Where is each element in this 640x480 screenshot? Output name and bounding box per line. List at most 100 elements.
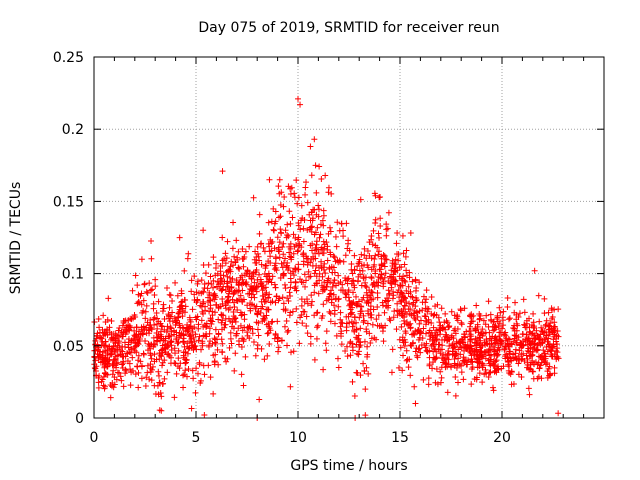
data-point (248, 271, 255, 278)
data-point (259, 303, 266, 310)
data-point (390, 271, 397, 278)
data-point (146, 343, 153, 350)
data-point (458, 344, 465, 351)
data-point (325, 296, 332, 303)
data-point (235, 338, 242, 345)
data-point (370, 306, 377, 313)
data-point (273, 267, 280, 274)
data-point (328, 263, 335, 270)
data-point (243, 270, 250, 277)
data-point (426, 362, 433, 369)
data-point (199, 338, 206, 345)
data-point (356, 258, 363, 265)
data-point (178, 299, 185, 306)
data-point (290, 231, 297, 238)
data-point (286, 249, 293, 256)
data-point (405, 283, 412, 290)
data-point (402, 330, 409, 337)
data-point (458, 369, 465, 376)
data-point (198, 277, 205, 284)
data-point (329, 269, 336, 276)
data-point (369, 241, 376, 248)
data-point (420, 376, 427, 383)
data-point (298, 202, 305, 209)
data-point (349, 347, 356, 354)
data-point (366, 330, 373, 337)
data-point (483, 338, 490, 345)
data-point (460, 354, 467, 361)
data-point (287, 191, 294, 198)
data-point (312, 162, 319, 169)
data-point (513, 339, 520, 346)
data-point (423, 318, 430, 325)
data-point (301, 308, 308, 315)
data-point (499, 314, 506, 321)
data-point (149, 286, 156, 293)
data-point (212, 264, 219, 271)
data-point (275, 183, 282, 190)
data-point (343, 291, 350, 298)
data-point (117, 373, 124, 380)
data-point (265, 278, 272, 285)
data-point (525, 345, 532, 352)
data-point (403, 267, 410, 274)
data-point (159, 359, 166, 366)
data-point (426, 327, 433, 334)
data-point (300, 238, 307, 245)
data-point (287, 292, 294, 299)
tick-labels: 0 5 10 15 20 0 0.05 0.1 0.15 0.2 0.25 (53, 50, 511, 446)
data-point (436, 341, 443, 348)
data-point (128, 369, 135, 376)
data-point (223, 358, 230, 365)
data-point (293, 177, 300, 184)
data-point (443, 332, 450, 339)
data-point (401, 320, 408, 327)
data-point (148, 237, 155, 244)
data-point (151, 351, 158, 358)
data-point (409, 340, 416, 347)
data-point (129, 287, 136, 294)
data-point (287, 245, 294, 252)
data-point (398, 289, 405, 296)
data-point (397, 283, 404, 290)
data-point (478, 330, 485, 337)
data-point (215, 303, 222, 310)
data-point (298, 312, 305, 319)
data-point (383, 221, 390, 228)
data-point (219, 348, 226, 355)
data-point (425, 381, 432, 388)
data-point (387, 317, 394, 324)
data-point (399, 292, 406, 299)
data-point (536, 318, 543, 325)
data-point (473, 302, 480, 309)
data-point (219, 295, 226, 302)
data-point (382, 270, 389, 277)
data-point (117, 351, 124, 358)
data-point (304, 330, 311, 337)
data-point (268, 319, 275, 326)
data-point (542, 361, 549, 368)
data-point (405, 290, 412, 297)
data-point (176, 320, 183, 327)
data-point (515, 334, 522, 341)
data-point (307, 224, 314, 231)
data-point (277, 201, 284, 208)
data-point (494, 351, 501, 358)
data-point (516, 310, 523, 317)
data-point (529, 348, 536, 355)
data-point (194, 297, 201, 304)
data-point (119, 333, 126, 340)
data-point (161, 316, 168, 323)
data-point (291, 194, 298, 201)
data-point (252, 248, 259, 255)
data-point (91, 364, 98, 371)
data-point (233, 287, 240, 294)
data-point (293, 305, 300, 312)
data-point (348, 261, 355, 268)
data-point (159, 323, 166, 330)
data-point (285, 183, 292, 190)
data-point (198, 346, 205, 353)
data-point (175, 347, 182, 354)
data-point (156, 379, 163, 386)
data-point (249, 285, 256, 292)
